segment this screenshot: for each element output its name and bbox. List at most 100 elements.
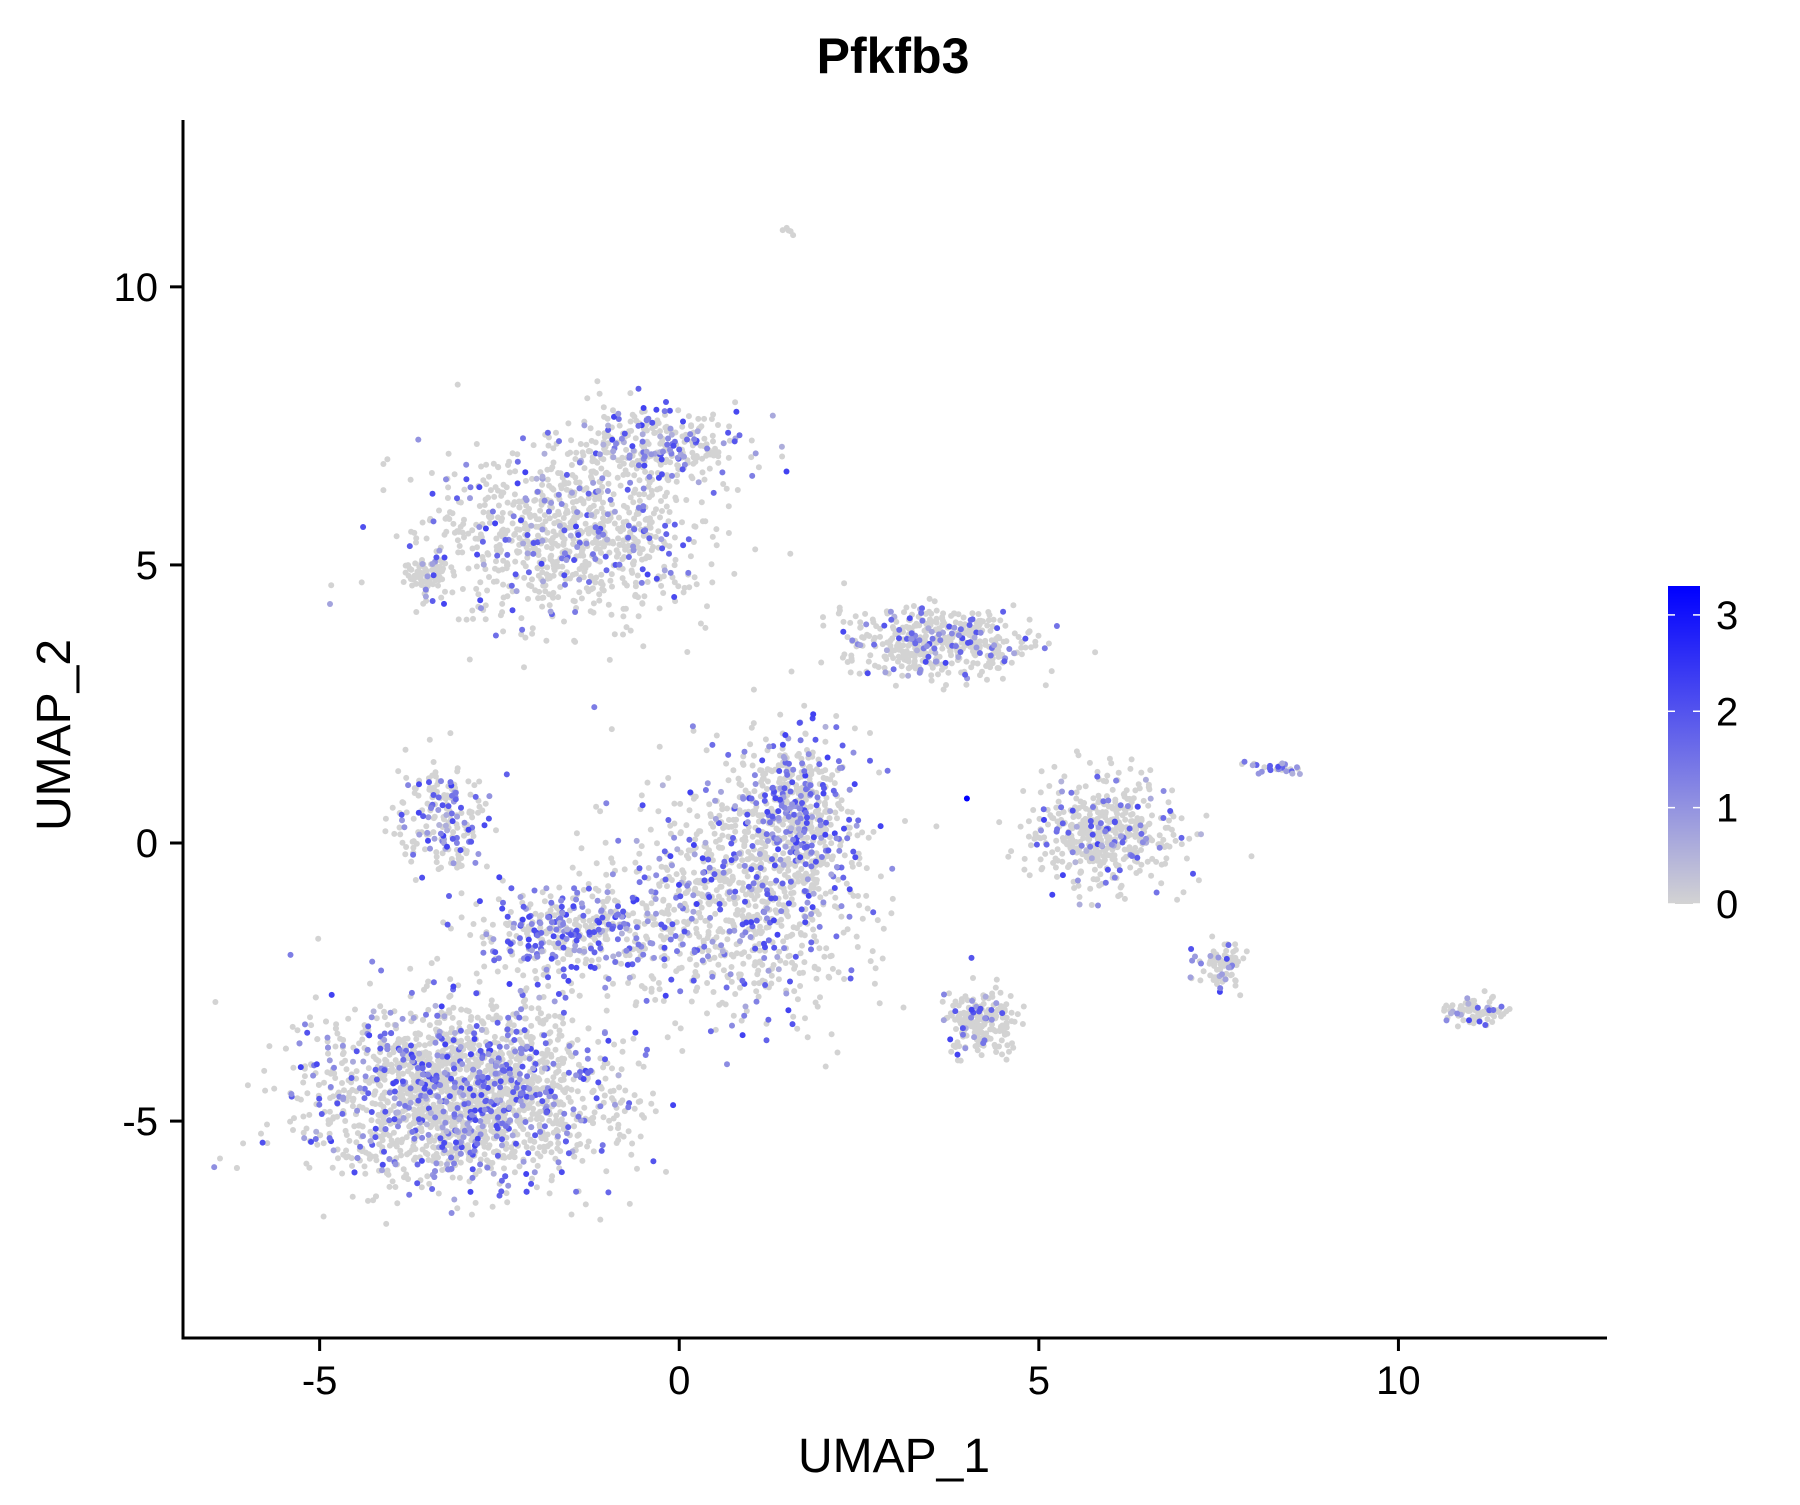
cell-point	[1180, 889, 1187, 896]
cell-point	[776, 778, 783, 785]
cell-point	[696, 909, 703, 916]
cell-point	[1015, 634, 1022, 640]
cell-point	[827, 821, 834, 828]
cell-point	[694, 813, 701, 820]
cell-point	[482, 800, 489, 807]
cell-point	[832, 809, 839, 816]
cell-point	[308, 1022, 315, 1029]
cell-point	[980, 1000, 987, 1007]
cell-point	[834, 1049, 841, 1056]
cell-point	[776, 948, 783, 955]
cell-point	[854, 944, 861, 950]
cell-point	[643, 515, 650, 522]
cell-point	[801, 702, 808, 709]
cell-point	[841, 852, 848, 859]
cell-point	[1115, 769, 1122, 776]
cell-point	[736, 807, 743, 814]
cell-point	[636, 477, 643, 484]
cell-point	[682, 890, 689, 897]
cell-point	[1166, 817, 1172, 824]
cell-point	[948, 660, 955, 667]
cell-point	[389, 804, 396, 811]
cell-point	[1087, 885, 1094, 892]
cell-point	[504, 1199, 511, 1206]
cell-point	[570, 541, 577, 547]
cell-point	[367, 980, 373, 987]
cell-point	[723, 760, 730, 767]
cell-point	[657, 428, 663, 435]
cell-point	[898, 642, 905, 649]
cell-point	[561, 618, 567, 625]
cell-point	[719, 806, 726, 813]
cell-point	[687, 847, 694, 854]
cell-point	[470, 833, 477, 840]
cell-point	[493, 535, 500, 542]
cell-point	[605, 480, 612, 487]
cell-point	[476, 1167, 483, 1174]
cell-point	[503, 1190, 510, 1197]
cell-point	[483, 863, 490, 870]
cell-point	[691, 869, 697, 876]
cell-point	[450, 520, 457, 527]
cell-point	[725, 454, 732, 461]
cell-point	[455, 855, 462, 862]
cell-point	[553, 1127, 560, 1134]
cell-point	[530, 545, 537, 552]
cell-point	[1095, 851, 1102, 858]
cell-point	[726, 895, 733, 902]
cell-point	[400, 1166, 407, 1173]
cell-point	[1203, 812, 1210, 819]
cell-point	[693, 925, 700, 932]
cell-point	[390, 1049, 397, 1056]
cell-point	[411, 785, 418, 792]
cell-point	[602, 1075, 609, 1082]
cell-point	[675, 407, 682, 414]
cell-point	[546, 939, 553, 946]
cell-point	[349, 1087, 356, 1093]
cell-point	[553, 532, 560, 539]
cell-point	[380, 487, 387, 494]
cell-point	[469, 607, 476, 614]
cell-point	[503, 565, 510, 572]
cell-point	[1133, 870, 1140, 876]
cell-point	[1092, 649, 1099, 656]
cell-point	[303, 1125, 310, 1132]
cell-point	[613, 1112, 620, 1119]
cell-point	[359, 1036, 366, 1043]
cell-point	[744, 856, 751, 863]
cell-point	[725, 530, 732, 536]
cell-point	[678, 933, 685, 940]
cell-point	[605, 883, 612, 890]
cell-point	[343, 1154, 350, 1161]
cell-point	[367, 1128, 374, 1135]
cell-point	[486, 574, 492, 580]
cell-point	[578, 845, 585, 852]
cell-point	[602, 839, 609, 846]
cell-point	[748, 454, 755, 461]
cell-point	[653, 506, 659, 513]
cell-point	[435, 582, 441, 589]
cell-point	[550, 940, 557, 947]
cell-point	[660, 896, 667, 903]
cell-point	[541, 1060, 548, 1067]
cell-point	[671, 800, 678, 807]
cell-point	[482, 602, 489, 609]
cell-point	[820, 622, 827, 629]
cell-point	[631, 515, 638, 522]
cell-point	[461, 516, 467, 523]
cell-point	[580, 452, 587, 459]
cell-point	[485, 1014, 492, 1021]
cell-point	[545, 434, 552, 441]
cell-point	[512, 530, 518, 537]
cell-point	[605, 895, 612, 902]
cell-point	[623, 582, 630, 589]
cell-point	[695, 415, 702, 422]
cell-point	[389, 1178, 396, 1185]
cell-point	[804, 1034, 811, 1041]
cell-point	[623, 446, 630, 453]
cell-point	[859, 634, 866, 641]
cell-point	[813, 938, 820, 945]
cell-point	[741, 843, 748, 850]
cell-point	[413, 580, 420, 587]
cell-point	[616, 422, 623, 429]
